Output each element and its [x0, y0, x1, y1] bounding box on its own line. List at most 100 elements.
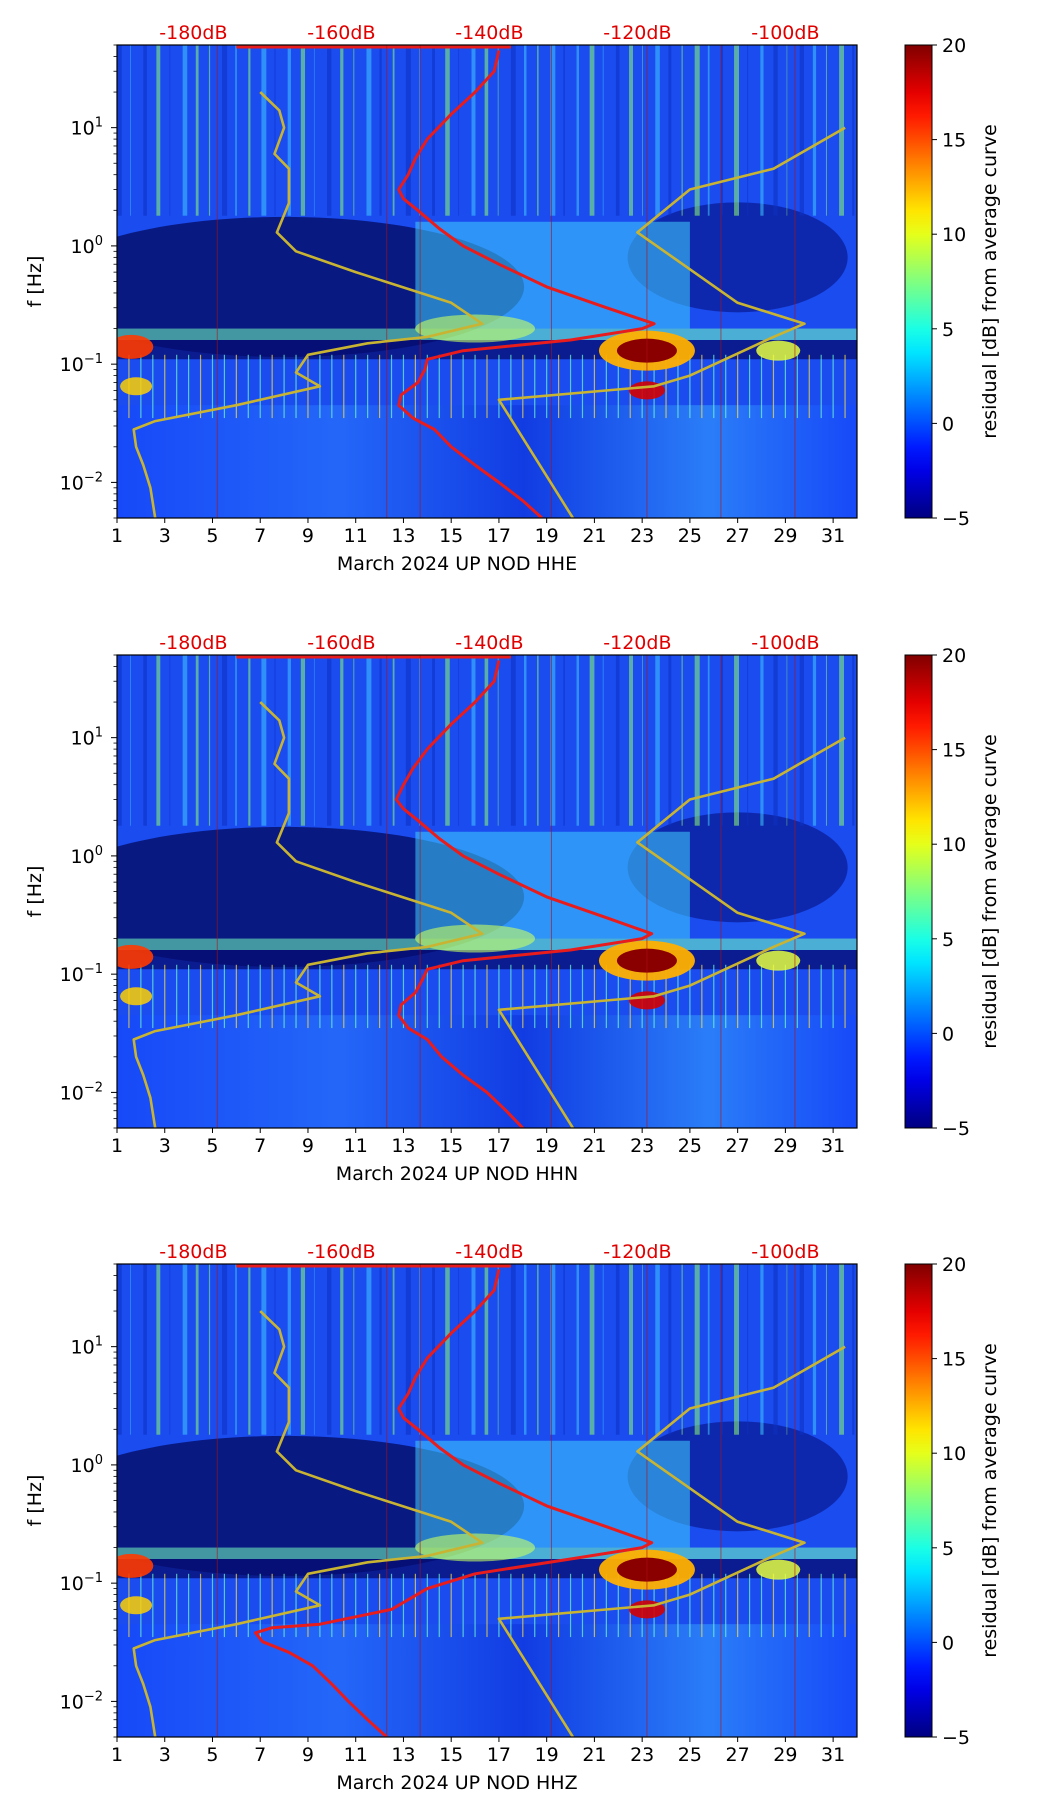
x-tick-label: 1	[111, 1744, 123, 1766]
hf-streak	[130, 655, 131, 826]
hf-streak	[313, 1264, 315, 1435]
hf-streak	[261, 655, 267, 826]
hf-streak	[799, 1264, 804, 1435]
x-tick-label: 23	[630, 525, 654, 547]
hf-streak	[655, 45, 660, 216]
db-label: -160dB	[307, 22, 375, 44]
hotspot-right	[756, 950, 801, 971]
y-tick-label: 101	[71, 1335, 103, 1359]
hotspot-left	[117, 944, 154, 969]
hf-streak	[537, 45, 539, 216]
hf-streak	[537, 655, 539, 826]
db-label: -140dB	[455, 22, 523, 44]
hf-streak	[418, 655, 421, 826]
hf-streak	[852, 655, 855, 826]
hf-streak	[642, 1264, 643, 1435]
hf-streak	[392, 655, 395, 826]
y-tick-label: 101	[71, 726, 103, 750]
hf-streak	[222, 45, 228, 216]
hf-streak	[117, 1264, 122, 1435]
hf-streak	[707, 655, 710, 826]
hf-streak	[773, 45, 778, 216]
band-glow	[415, 924, 536, 953]
hf-streak	[825, 45, 827, 216]
y-tick-label: 10−1	[60, 962, 103, 986]
hf-streak	[681, 45, 683, 216]
hf-streak	[300, 45, 306, 216]
hf-streak	[484, 45, 489, 216]
hf-streak	[576, 655, 580, 826]
hf-streak	[445, 655, 450, 826]
hotspot-right	[756, 1559, 801, 1580]
band-glow	[415, 314, 536, 343]
hf-streak	[773, 1264, 778, 1435]
hf-streak	[143, 1264, 147, 1435]
hf-streak	[156, 45, 161, 216]
y-tick-label: 10−2	[60, 1080, 103, 1104]
hf-streak	[589, 655, 595, 826]
hf-streak	[458, 1264, 460, 1435]
hf-streak	[340, 45, 344, 216]
colorbar: −5 0 5 10 15 20 residual [dB] from average cur…	[904, 645, 1001, 1140]
x-tick-label: 11	[344, 1135, 368, 1157]
hf-streak	[143, 45, 147, 216]
colorbar-tick-label: 5	[942, 319, 954, 341]
hf-streak	[353, 45, 355, 216]
db-label: -140dB	[455, 1241, 523, 1263]
hf-streak	[720, 1264, 724, 1435]
hf-streak	[327, 1264, 332, 1435]
hf-streak	[156, 655, 161, 826]
db-label: -180dB	[159, 22, 227, 44]
hf-streak	[313, 655, 315, 826]
hf-streak	[668, 655, 672, 826]
hf-streak	[471, 1264, 476, 1435]
y-tick-label: 10−1	[60, 352, 103, 376]
hf-streak	[353, 1264, 355, 1435]
hf-streak	[379, 45, 382, 216]
x-axis-label: March 2024 UP NOD HHN	[336, 1163, 578, 1185]
model-curve	[132, 701, 484, 1128]
average-curve	[254, 1269, 654, 1737]
hf-streak	[458, 45, 460, 216]
x-tick-label: 27	[726, 1135, 750, 1157]
x-tick-label: 23	[630, 1135, 654, 1157]
hf-streak	[156, 1264, 161, 1435]
hf-streak	[615, 1264, 620, 1435]
hf-streak	[287, 45, 291, 216]
hf-streak	[208, 45, 211, 216]
x-tick-label: 1	[111, 525, 123, 547]
x-tick-label: 25	[678, 1135, 702, 1157]
model-curve-right	[497, 126, 846, 518]
hf-streak	[510, 1264, 516, 1435]
colorbar-tick-label: −5	[942, 508, 970, 530]
hf-streak	[405, 45, 411, 216]
hf-streak	[313, 45, 315, 216]
x-tick-label: 27	[726, 1744, 750, 1766]
db-label: -180dB	[159, 632, 227, 654]
x-tick-label: 5	[206, 525, 218, 547]
hf-streak	[432, 655, 435, 826]
hf-streak	[458, 655, 460, 826]
x-tick-label: 15	[439, 525, 463, 547]
hf-streak	[524, 655, 527, 826]
x-tick-label: 15	[439, 1744, 463, 1766]
hotspot-left-low	[120, 377, 153, 396]
colorbar-label: residual [dB] from average curve	[979, 734, 1001, 1049]
colorbar-label: residual [dB] from average curve	[979, 1343, 1001, 1658]
hf-streak	[760, 655, 764, 826]
hf-streak	[366, 45, 372, 216]
hf-streak	[812, 1264, 817, 1435]
x-tick-label: 13	[391, 1135, 415, 1157]
hf-streak	[169, 655, 171, 826]
y-tick-label: 100	[71, 844, 103, 868]
hf-streak	[510, 655, 516, 826]
colorbar-tick-label: 20	[942, 645, 966, 667]
hf-streak	[642, 45, 643, 216]
x-tick-label: 17	[487, 525, 511, 547]
x-tick-label: 3	[159, 1135, 171, 1157]
hf-streak	[694, 1264, 700, 1435]
hf-streak	[117, 45, 122, 216]
hf-streak	[747, 655, 749, 826]
hotspot-left	[117, 1553, 154, 1578]
hf-streak	[694, 655, 700, 826]
